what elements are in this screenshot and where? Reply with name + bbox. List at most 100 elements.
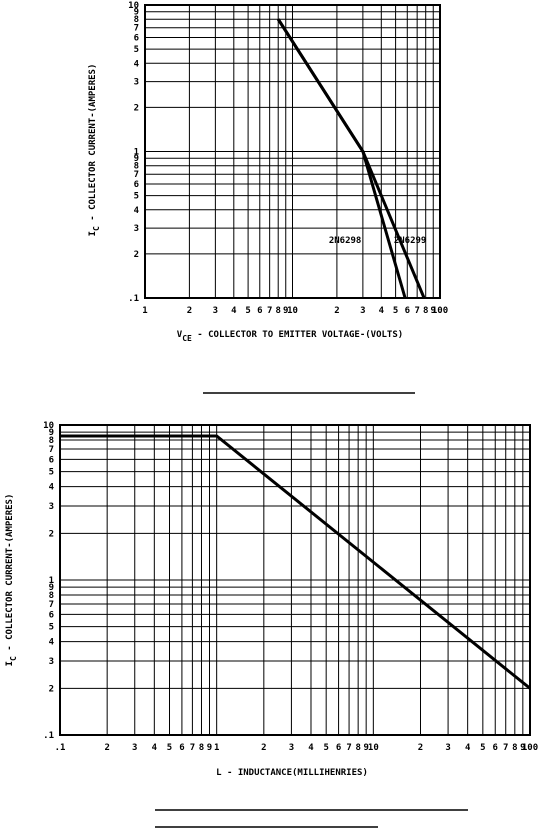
x-tick-label: 5 xyxy=(393,306,398,316)
y-tick-label: 9 xyxy=(49,428,54,438)
x-tick-label: 100 xyxy=(522,743,538,753)
x-tick-label: 6 xyxy=(405,306,410,316)
y-tick-label: 4 xyxy=(134,206,140,216)
x-tick-label: 4 xyxy=(231,306,237,316)
y-tick-label: 6 xyxy=(134,180,139,190)
plot-frame xyxy=(144,4,441,299)
x-tick-label: 4 xyxy=(379,306,385,316)
x-tick-label: .1 xyxy=(55,743,66,753)
y-tick-label: 1 xyxy=(49,576,54,586)
x-tick-label: 7 xyxy=(346,743,351,753)
x-tick-label: 5 xyxy=(480,743,485,753)
y-tick-label: 10 xyxy=(43,421,54,431)
y-axis-label-part: I xyxy=(5,661,15,666)
x-tick-label: 5 xyxy=(323,743,328,753)
y-tick-label: 7 xyxy=(134,170,139,180)
data-line xyxy=(276,18,426,299)
y-tick-label: 6 xyxy=(49,610,54,620)
x-tick-label: 10 xyxy=(287,306,298,316)
x-tick-label: 4 xyxy=(465,743,471,753)
x-tick-label: 9 xyxy=(283,306,288,316)
x-tick-label: 2 xyxy=(104,743,109,753)
x-tick-label: 7 xyxy=(190,743,195,753)
y-tick-label: .1 xyxy=(128,294,139,304)
y-tick-label: 2 xyxy=(134,250,139,260)
x-tick-label: 7 xyxy=(267,306,272,316)
y-tick-label: 1 xyxy=(134,148,139,158)
x-tick-label: 6 xyxy=(493,743,498,753)
y-tick-label: 5 xyxy=(49,468,54,478)
y-tick-label: 3 xyxy=(134,78,139,88)
y-tick-label: 6 xyxy=(134,34,139,44)
x-tick-label: 5 xyxy=(245,306,250,316)
y-tick-label: 7 xyxy=(49,600,54,610)
x-tick-label: 6 xyxy=(179,743,184,753)
x-axis-label-part: V xyxy=(177,330,183,340)
y-tick-label: .1 xyxy=(43,731,54,741)
x-axis-label: L - INDUCTANCE(MILLIHENRIES) xyxy=(216,768,368,778)
y-tick-label: 5 xyxy=(49,623,54,633)
x-tick-label: 9 xyxy=(520,743,525,753)
x-tick-label: 8 xyxy=(355,743,360,753)
y-tick-label: 3 xyxy=(49,502,54,512)
y-tick-label: 9 xyxy=(49,583,54,593)
x-tick-label: 3 xyxy=(445,743,450,753)
series-label: 2N6298 xyxy=(329,236,362,246)
series-label: 2N6299 xyxy=(394,236,427,246)
x-tick-label: 7 xyxy=(503,743,508,753)
y-tick-label: 3 xyxy=(49,657,54,667)
x-tick-label: 4 xyxy=(152,743,158,753)
y-axis-label: IC - COLLECTOR CURRENT-(AMPERES) xyxy=(88,64,101,237)
x-tick-label: 5 xyxy=(167,743,172,753)
x-axis-label-part: - COLLECTOR TO EMITTER VOLTAGE-(VOLTS) xyxy=(192,330,403,340)
y-tick-label: 2 xyxy=(49,684,54,694)
x-tick-label: 9 xyxy=(363,743,368,753)
x-tick-label: 2 xyxy=(334,306,339,316)
x-tick-label: 2 xyxy=(261,743,266,753)
x-tick-label: 100 xyxy=(432,306,448,316)
plot-frame xyxy=(59,424,531,736)
x-tick-label: 10 xyxy=(368,743,379,753)
y-tick-label: 7 xyxy=(134,24,139,34)
x-tick-label: 2 xyxy=(187,306,192,316)
x-tick-label: 9 xyxy=(431,306,436,316)
x-tick-label: 3 xyxy=(289,743,294,753)
x-tick-label: 8 xyxy=(199,743,204,753)
y-tick-label: 5 xyxy=(134,45,139,55)
x-tick-label: 8 xyxy=(423,306,428,316)
x-tick-label: 8 xyxy=(512,743,517,753)
y-axis-label-part: - COLLECTOR CURRENT-(AMPERES) xyxy=(5,494,15,657)
x-tick-label: 4 xyxy=(308,743,314,753)
y-tick-label: 6 xyxy=(49,455,54,465)
y-tick-label: 4 xyxy=(49,638,55,648)
data-line xyxy=(60,434,531,690)
y-tick-label: 3 xyxy=(134,224,139,234)
y-tick-label: 8 xyxy=(49,591,54,601)
x-axis-label-part: CE xyxy=(182,334,192,343)
y-tick-label: 8 xyxy=(134,15,139,25)
y-tick-label: 9 xyxy=(134,154,139,164)
y-axis-label-part: - COLLECTOR CURRENT-(AMPERES) xyxy=(88,64,98,227)
y-tick-label: 4 xyxy=(134,59,140,69)
y-tick-label: 2 xyxy=(134,103,139,113)
x-tick-label: 3 xyxy=(360,306,365,316)
x-tick-label: 3 xyxy=(213,306,218,316)
x-tick-label: 1 xyxy=(214,743,219,753)
x-tick-label: 2 xyxy=(418,743,423,753)
y-tick-label: 7 xyxy=(49,445,54,455)
y-axis-label-part: C xyxy=(92,226,101,231)
x-tick-label: 3 xyxy=(132,743,137,753)
x-tick-label: 6 xyxy=(257,306,262,316)
x-tick-label: 7 xyxy=(414,306,419,316)
y-tick-label: 10 xyxy=(128,1,139,11)
y-tick-label: 8 xyxy=(49,436,54,446)
x-tick-label: 1 xyxy=(142,306,147,316)
x-tick-label: 9 xyxy=(207,743,212,753)
x-tick-label: 6 xyxy=(336,743,341,753)
y-axis-label-part: I xyxy=(88,231,98,236)
y-tick-label: 2 xyxy=(49,529,54,539)
y-axis-label: IC - COLLECTOR CURRENT-(AMPERES) xyxy=(5,494,18,667)
y-tick-label: 9 xyxy=(134,8,139,18)
y-tick-label: 5 xyxy=(134,192,139,202)
